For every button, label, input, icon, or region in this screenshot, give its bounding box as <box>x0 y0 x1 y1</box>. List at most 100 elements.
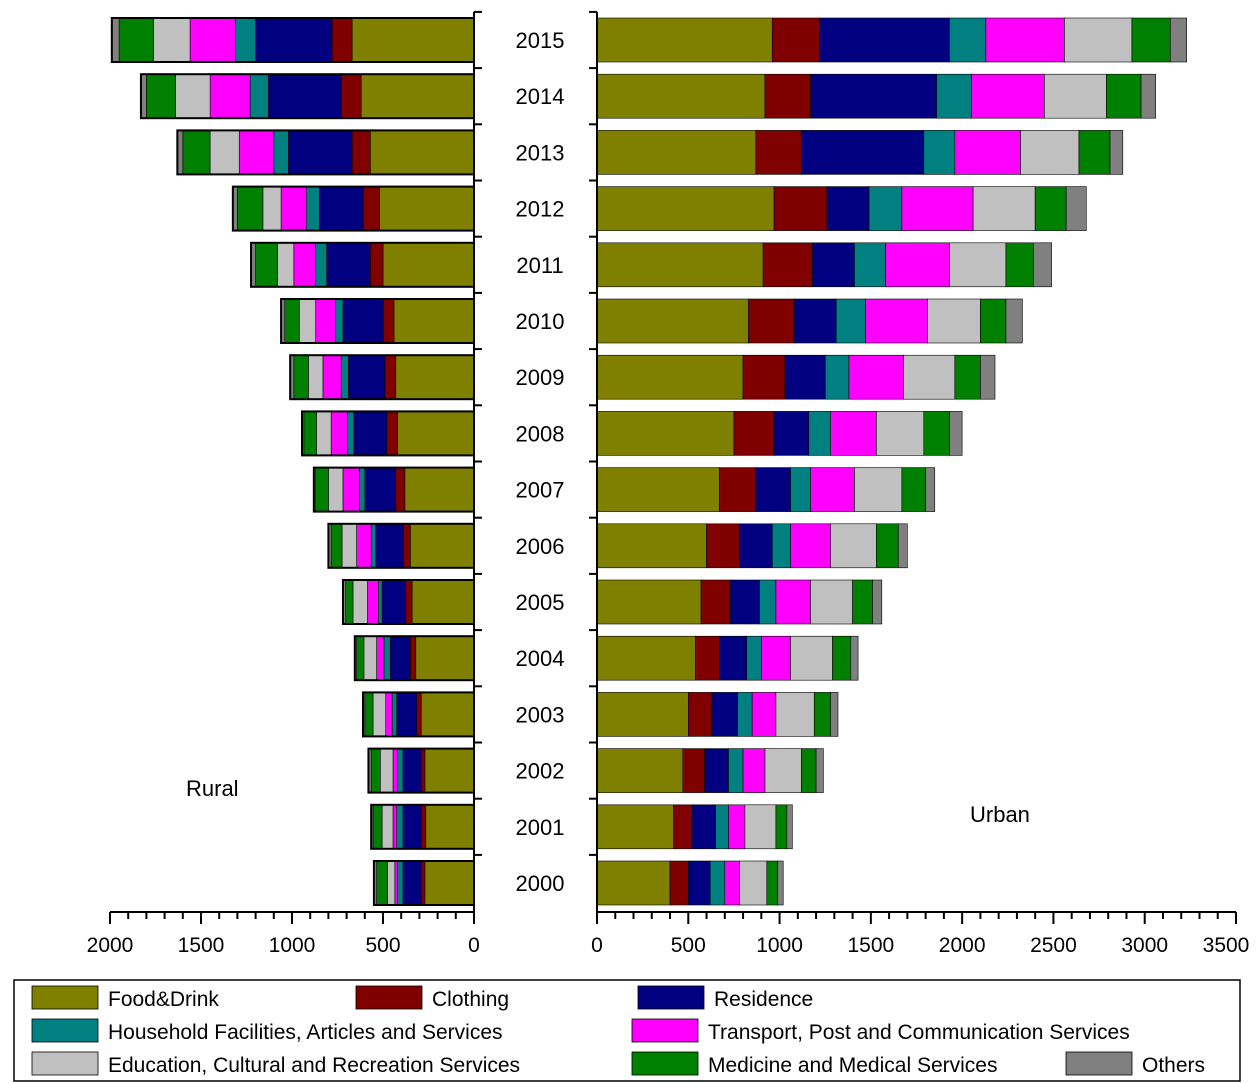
urban-bar-2009-transport-post-and-communication-services <box>848 354 905 400</box>
rural-bar-2009-medicine-and-medical-services <box>293 354 309 400</box>
urban-bar-2013-residence <box>801 130 925 175</box>
rural-bar-2014-residence <box>268 73 342 119</box>
urban-bar-2015-transport-post-and-communication-services <box>985 17 1065 63</box>
rural-bar-2002-food-drink <box>424 748 475 793</box>
rural-bar-2001-transport-post-and-communication-services <box>392 804 397 850</box>
urban-bar-2012-household-facilities-articles-and-services <box>868 186 903 231</box>
urban-bar-2010-clothing <box>748 298 795 344</box>
rural-panel-label: Rural <box>186 776 239 801</box>
rural-bar-2014-medicine-and-medical-services <box>146 73 176 119</box>
urban-bar-2007-education-cultural-and-recreation-services <box>854 467 903 512</box>
rural-bar-2012-transport-post-and-communication-services <box>280 186 307 231</box>
urban-bar-2015-food-drink <box>596 17 773 63</box>
urban-bar-2009-household-facilities-articles-and-services <box>824 354 850 400</box>
urban-x-tick-label: 1000 <box>756 934 803 957</box>
rural-bar-2007-transport-post-and-communication-services <box>342 467 360 512</box>
rural-bar-2006-residence <box>375 523 404 569</box>
urban-bar-2004-residence <box>719 635 748 681</box>
rural-bar-2011-transport-post-and-communication-services <box>293 242 316 288</box>
urban-bar-2000-others <box>777 860 784 906</box>
urban-bar-2010-education-cultural-and-recreation-services <box>927 298 981 344</box>
rural-bar-2006-clothing <box>402 523 411 569</box>
urban-bar-2000-education-cultural-and-recreation-services <box>739 860 768 906</box>
rural-bar-2010-clothing <box>382 298 395 344</box>
rural-bar-2010-residence <box>342 298 384 344</box>
year-label-2014: 2014 <box>516 84 565 109</box>
rural-bar-2000-household-facilities-articles-and-services <box>397 860 404 906</box>
urban-bar-2014-household-facilities-articles-and-services <box>936 73 972 119</box>
urban-bar-2014-food-drink <box>596 73 766 119</box>
rural-bar-2009-clothing <box>384 354 397 400</box>
urban-bar-2004-household-facilities-articles-and-services <box>746 635 762 681</box>
rural-bar-2011-residence <box>326 242 371 288</box>
urban-bar-2006-clothing <box>706 523 740 569</box>
rural-bar-2007-clothing <box>395 467 406 512</box>
urban-bar-2014-others <box>1140 73 1156 119</box>
urban-bar-2015-education-cultural-and-recreation-services <box>1064 17 1133 63</box>
urban-bar-2011-food-drink <box>596 242 764 288</box>
urban-bar-2008-household-facilities-articles-and-services <box>808 411 831 456</box>
urban-bar-2000-medicine-and-medical-services <box>766 860 779 906</box>
urban-bar-2014-education-cultural-and-recreation-services <box>1044 73 1107 119</box>
rural-bar-2013-household-facilities-articles-and-services <box>273 130 289 175</box>
urban-x-tick-label: 1500 <box>847 934 894 957</box>
urban-bar-2000-clothing <box>669 860 689 906</box>
rural-bar-2003-residence <box>396 692 417 737</box>
urban-bar-2007-food-drink <box>596 467 720 512</box>
urban-bar-2007-household-facilities-articles-and-services <box>790 467 811 512</box>
rural-bar-2008-residence <box>353 411 387 456</box>
rural-bar-2007-medicine-and-medical-services <box>315 467 329 512</box>
urban-bar-2010-food-drink <box>596 298 749 344</box>
year-label-2005: 2005 <box>516 590 565 615</box>
legend-swatch-medicine-and-medical-services <box>631 1051 699 1076</box>
urban-bar-2006-residence <box>739 523 773 569</box>
urban-bar-2008-transport-post-and-communication-services <box>830 411 877 456</box>
rural-bar-2004-clothing <box>409 635 417 681</box>
legend-box <box>13 979 1241 1082</box>
urban-bar-2011-residence <box>812 242 855 288</box>
urban-bar-2015-others <box>1169 17 1188 63</box>
urban-panel-label: Urban <box>970 802 1030 827</box>
urban-bar-2014-clothing <box>764 73 811 119</box>
urban-bar-2000-food-drink <box>596 860 671 906</box>
rural-bar-2009-transport-post-and-communication-services <box>322 354 342 400</box>
urban-bar-2002-clothing <box>682 748 706 793</box>
rural-bar-2001-clothing <box>420 804 427 850</box>
rural-bar-2008-medicine-and-medical-services <box>303 411 317 456</box>
urban-bar-2009-education-cultural-and-recreation-services <box>903 354 956 400</box>
urban-bar-2007-transport-post-and-communication-services <box>810 467 855 512</box>
urban-bar-2003-medicine-and-medical-services <box>813 692 831 737</box>
rural-bar-2009-food-drink <box>395 354 475 400</box>
rural-bar-2002-household-facilities-articles-and-services <box>397 748 404 793</box>
rural-bar-2013-medicine-and-medical-services <box>182 130 211 175</box>
legend-swatch-clothing <box>355 985 423 1010</box>
year-label-2008: 2008 <box>516 421 565 446</box>
urban-x-tick-label: 500 <box>671 934 706 957</box>
urban-bar-2001-education-cultural-and-recreation-services <box>744 804 777 850</box>
urban-bar-2014-transport-post-and-communication-services <box>970 73 1045 119</box>
urban-bar-2013-clothing <box>755 130 802 175</box>
rural-bar-2011-clothing <box>369 242 384 288</box>
rural-bar-2004-education-cultural-and-recreation-services <box>363 635 377 681</box>
urban-bar-2003-food-drink <box>596 692 689 737</box>
rural-bar-2001-medicine-and-medical-services <box>372 804 383 850</box>
urban-bar-2001-residence <box>691 804 716 850</box>
urban-bar-2002-residence <box>704 748 729 793</box>
year-label-2007: 2007 <box>516 478 565 503</box>
year-labels: 2000 2001 2002 2003 2004 2005 2006 2007 2008 2009… <box>516 28 565 896</box>
rural-bar-2010-education-cultural-and-recreation-services <box>298 298 316 344</box>
rural-bar-2010-household-facilities-articles-and-services <box>335 298 344 344</box>
rural-bar-2012-food-drink <box>379 186 475 231</box>
rural-bar-2012-medicine-and-medical-services <box>237 186 264 231</box>
rural-bar-2006-food-drink <box>409 523 475 569</box>
rural-x-tick-label: 2000 <box>87 934 134 957</box>
urban-bar-2002-medicine-and-medical-services <box>801 748 817 793</box>
urban-bar-2013-household-facilities-articles-and-services <box>923 130 956 175</box>
urban-bar-2003-transport-post-and-communication-services <box>751 692 777 737</box>
year-label-2004: 2004 <box>516 646 565 671</box>
urban-bar-2005-clothing <box>700 579 731 625</box>
urban-bar-2005-education-cultural-and-recreation-services <box>810 579 853 625</box>
urban-bar-2013-education-cultural-and-recreation-services <box>1020 130 1080 175</box>
rural-bar-2012-clothing <box>362 186 380 231</box>
